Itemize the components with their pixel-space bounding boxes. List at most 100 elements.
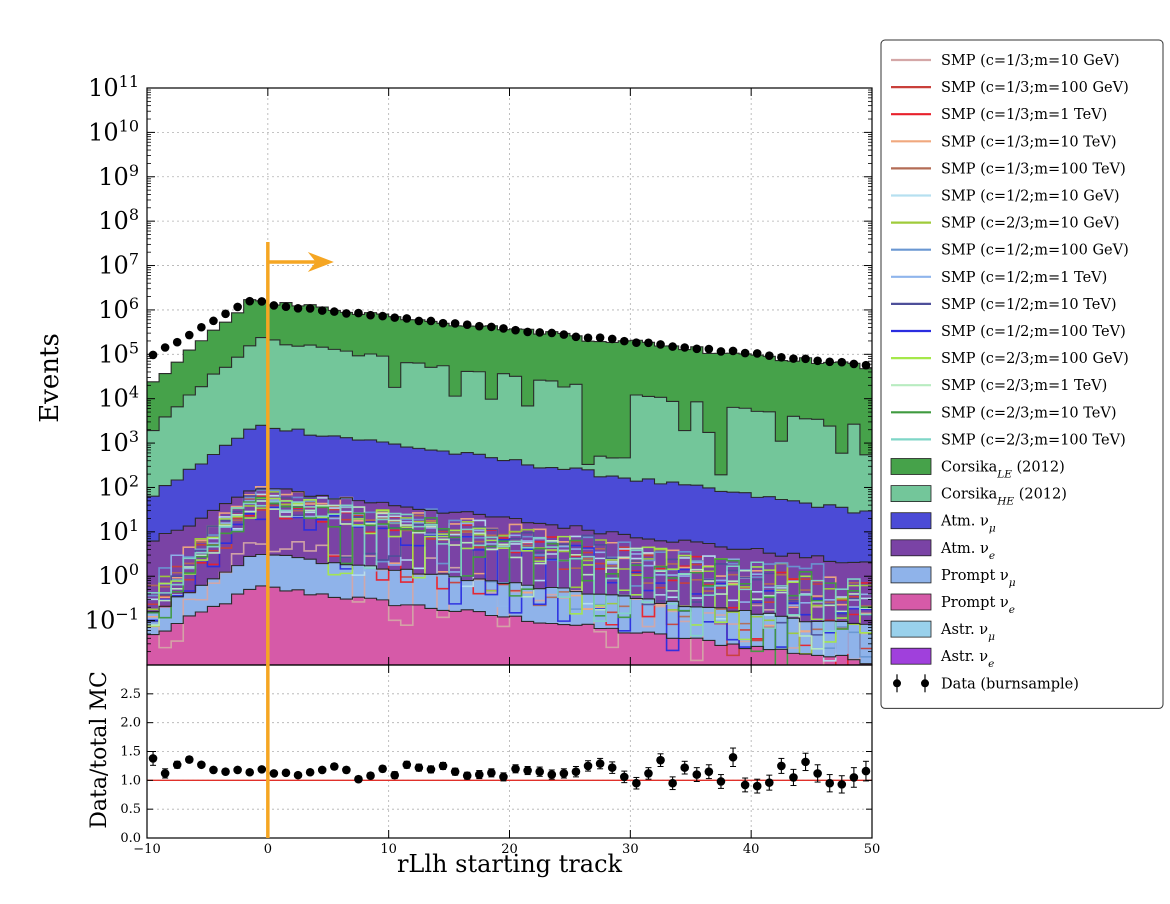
ratio-point [475, 770, 484, 779]
data-point [584, 334, 593, 343]
data-point [862, 361, 871, 370]
main-ytick-label: 102 [98, 471, 139, 502]
data-point [402, 314, 411, 323]
data-point [789, 354, 798, 363]
ratio-point [560, 769, 569, 778]
data-point [692, 345, 701, 354]
ratio-xtick-label: 0 [264, 842, 272, 857]
ratio-point [523, 766, 532, 775]
legend-label: SMP (c=2/3;m=10 TeV) [941, 405, 1117, 421]
main-ytick-label: 103 [98, 427, 139, 458]
data-point [837, 358, 846, 367]
main-ytick-label: 108 [98, 205, 139, 236]
ratio-point [511, 765, 520, 774]
legend-label: SMP (c=2/3;m=1 TeV) [941, 378, 1107, 394]
ratio-point [451, 767, 460, 776]
legend-label: SMP (c=1/3;m=10 TeV) [941, 134, 1117, 150]
ratio-point [596, 759, 605, 768]
legend-patch-swatch [891, 540, 931, 556]
legend-patch-swatch [891, 567, 931, 583]
ratio-point [270, 769, 279, 778]
ratio-point [837, 780, 846, 789]
legend-patch-swatch [891, 513, 931, 529]
legend-label: SMP (c=1/3;m=10 GeV) [941, 53, 1120, 69]
data-point [475, 322, 484, 331]
ratio-point [306, 768, 315, 777]
data-point [765, 351, 774, 360]
ratio-point [741, 781, 750, 790]
data-point [608, 335, 617, 344]
data-point [680, 343, 689, 352]
ratio-point [330, 762, 339, 771]
data-point [282, 302, 291, 311]
data-point [523, 328, 532, 337]
legend-patch-swatch [891, 594, 931, 610]
ratio-point [185, 755, 194, 764]
data-point [511, 326, 520, 335]
ratio-point [499, 773, 508, 782]
data-point [850, 360, 859, 369]
ratio-point [294, 771, 303, 780]
ratio-point [692, 770, 701, 779]
main-ytick-label: 1010 [88, 116, 139, 147]
data-point [753, 349, 762, 358]
main-ytick-label: 104 [98, 382, 139, 413]
ratio-point [825, 779, 834, 788]
ratio-point [245, 768, 254, 777]
ratio-point [366, 771, 375, 780]
data-point [366, 311, 375, 320]
ratio-point [342, 766, 351, 775]
ratio-point [149, 754, 158, 763]
legend-label: SMP (c=1/2;m=100 TeV) [941, 324, 1126, 340]
data-point [161, 343, 170, 352]
data-point [729, 347, 738, 356]
ratio-point [608, 763, 617, 772]
legend-point [921, 679, 929, 687]
ratio-point [282, 769, 291, 778]
ratio-point [547, 770, 556, 779]
legend-patch-swatch [891, 459, 931, 475]
data-point [149, 351, 158, 360]
ratio-point [173, 760, 182, 769]
ratio-point [402, 760, 411, 769]
data-point [318, 306, 327, 315]
ratio-point [415, 763, 424, 772]
ratio-point [850, 773, 859, 782]
ratio-xtick-label: 40 [743, 842, 760, 857]
ratio-xtick-label: 30 [622, 842, 639, 857]
main-ytick-label: 107 [98, 249, 139, 280]
legend: SMP (c=1/3;m=10 GeV) SMP (c=1/3;m=100 GeV… [881, 40, 1163, 708]
data-point [463, 320, 472, 329]
legend-label: SMP (c=2/3;m=100 TeV) [941, 432, 1126, 448]
data-point [596, 333, 605, 342]
data-point [705, 345, 714, 354]
ratio-point [813, 769, 822, 778]
data-point [439, 319, 448, 328]
ratio-point [789, 773, 798, 782]
data-point [547, 329, 556, 338]
main-ytick-label: 101 [98, 515, 139, 546]
data-point [535, 328, 544, 337]
ratio-point [390, 771, 399, 780]
ratio-point [862, 767, 871, 776]
data-point [354, 309, 363, 318]
legend-label: Data (burnsample) [941, 676, 1079, 692]
ratio-ytick-label: 1.5 [120, 745, 141, 760]
data-point [209, 317, 218, 326]
ratio-ytick-label: 2.5 [120, 687, 141, 702]
ratio-point [257, 765, 266, 774]
legend-patch-swatch [891, 486, 931, 502]
data-point [294, 304, 303, 313]
data-point [427, 317, 436, 326]
data-point [306, 304, 315, 313]
data-point [245, 297, 254, 306]
ratio-ytick-label: 0.5 [120, 802, 141, 817]
data-point [825, 357, 834, 366]
ratio-point [765, 778, 774, 787]
ratio-point [801, 758, 810, 767]
main-ylabel: Events [35, 333, 65, 423]
legend-label: SMP (c=2/3;m=10 GeV) [941, 216, 1120, 232]
data-point [451, 319, 460, 328]
ratio-point [777, 762, 786, 771]
